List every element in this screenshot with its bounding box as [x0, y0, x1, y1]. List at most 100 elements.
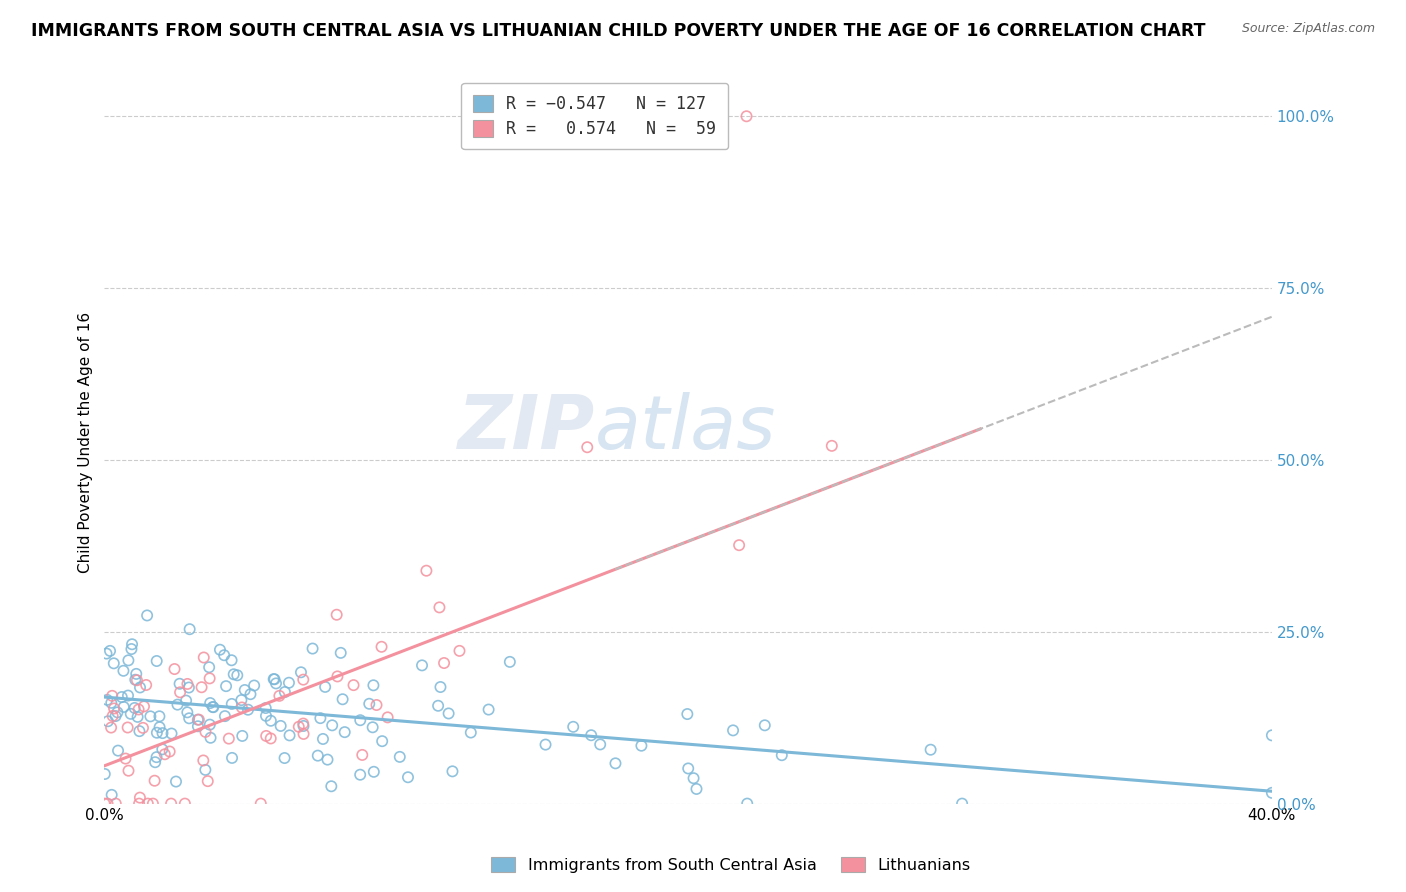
Point: [363, 678, 385, 692]
Point: [132, 721, 155, 735]
Point: [96, 647, 118, 661]
Point: [377, 710, 399, 724]
Legend: Immigrants from South Central Asia, Lithuanians: Immigrants from South Central Asia, Lith…: [485, 851, 977, 880]
Point: [920, 742, 942, 756]
Point: [103, 657, 125, 671]
Point: [117, 721, 139, 735]
Point: [128, 797, 150, 811]
Point: [160, 726, 183, 740]
Point: [233, 683, 256, 698]
Point: [630, 739, 652, 753]
Point: [98, 644, 121, 658]
Point: [460, 725, 482, 739]
Point: [226, 668, 249, 682]
Point: [124, 701, 146, 715]
Point: [135, 678, 157, 692]
Point: [174, 693, 197, 707]
Point: [200, 731, 222, 745]
Point: [274, 685, 297, 699]
Point: [101, 689, 124, 703]
Point: [100, 696, 122, 710]
Point: [290, 665, 312, 680]
Point: [107, 706, 129, 720]
Point: [152, 726, 174, 740]
Point: [128, 702, 150, 716]
Point: [114, 751, 136, 765]
Point: [221, 751, 243, 765]
Point: [326, 669, 349, 683]
Point: [301, 641, 323, 656]
Point: [177, 681, 200, 695]
Point: [427, 698, 450, 713]
Point: [309, 711, 332, 725]
Point: [441, 764, 464, 779]
Point: [682, 771, 704, 785]
Point: [198, 717, 221, 731]
Point: [214, 709, 236, 723]
Point: [329, 646, 352, 660]
Point: [148, 709, 170, 723]
Point: [721, 723, 744, 738]
Point: [349, 768, 371, 782]
Point: [221, 653, 243, 667]
Point: [754, 718, 776, 732]
Point: [264, 676, 287, 690]
Point: [146, 725, 169, 739]
Point: [117, 764, 139, 778]
Point: [292, 716, 315, 731]
Point: [735, 797, 758, 811]
Point: [125, 673, 148, 688]
Point: [103, 701, 125, 715]
Point: [136, 608, 159, 623]
Point: [370, 640, 392, 654]
Point: [121, 637, 143, 651]
Point: [145, 750, 167, 764]
Point: [579, 728, 602, 742]
Point: [254, 729, 277, 743]
Point: [120, 706, 142, 721]
Point: [236, 703, 259, 717]
Point: [270, 719, 292, 733]
Point: [366, 698, 388, 712]
Point: [100, 721, 122, 735]
Point: [104, 797, 127, 811]
Point: [193, 754, 215, 768]
Point: [576, 440, 599, 454]
Point: [111, 690, 134, 704]
Point: [104, 709, 127, 723]
Point: [1261, 728, 1284, 742]
Point: [361, 720, 384, 734]
Point: [212, 648, 235, 663]
Point: [735, 109, 758, 123]
Point: [562, 720, 585, 734]
Point: [143, 755, 166, 769]
Point: [143, 773, 166, 788]
Point: [316, 753, 339, 767]
Point: [333, 725, 356, 739]
Point: [288, 720, 311, 734]
Point: [179, 622, 201, 636]
Point: [166, 698, 188, 712]
Point: [359, 697, 381, 711]
Point: [321, 779, 343, 793]
Point: [249, 797, 271, 811]
Point: [139, 709, 162, 723]
Point: [112, 664, 135, 678]
Point: [950, 797, 973, 811]
Point: [97, 714, 120, 729]
Point: [352, 747, 374, 762]
Point: [107, 744, 129, 758]
Point: [194, 763, 217, 777]
Point: [169, 677, 191, 691]
Point: [101, 709, 124, 723]
Point: [197, 774, 219, 789]
Point: [325, 607, 347, 622]
Point: [676, 707, 699, 722]
Point: [388, 750, 411, 764]
Point: [150, 742, 173, 756]
Point: [117, 689, 139, 703]
Point: [221, 697, 243, 711]
Point: [187, 713, 209, 727]
Point: [449, 644, 471, 658]
Point: [149, 720, 172, 734]
